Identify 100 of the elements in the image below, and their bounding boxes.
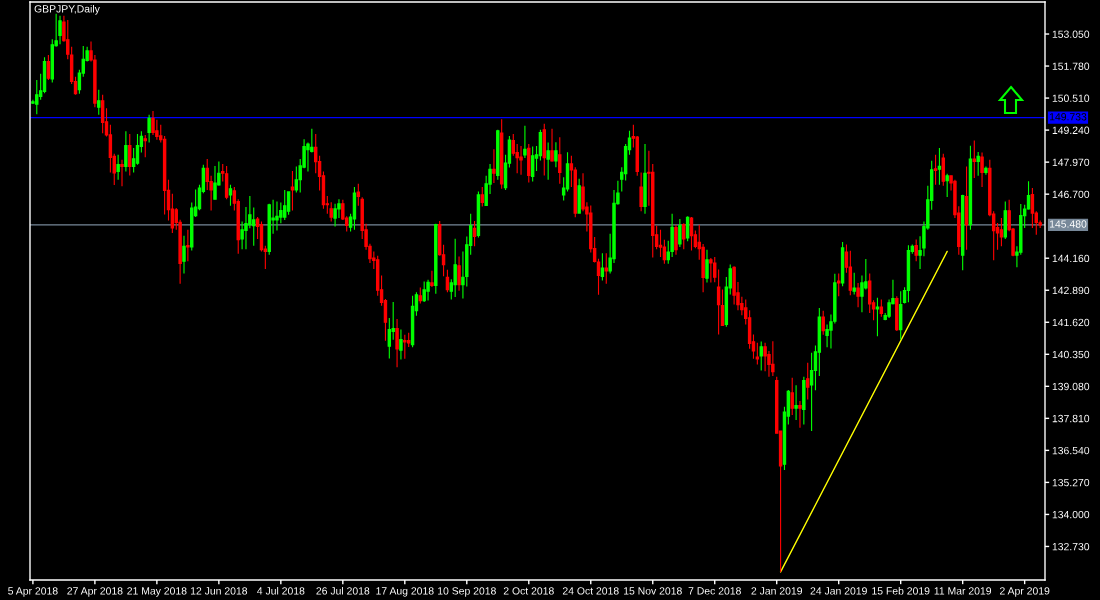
candlestick [802,376,806,425]
candlestick [147,114,151,144]
candlestick [794,384,798,421]
candlestick [821,310,825,336]
candlestick [1003,200,1008,240]
candlestick [554,141,558,168]
candlestick [182,235,186,275]
y-tick-label: 142.890 [1052,286,1090,295]
candlestick [290,170,295,212]
candlestick [120,159,124,187]
candlestick [58,15,62,45]
ref-line-label: 145.480 [1049,220,1087,228]
candlestick [550,128,554,163]
candlestick [980,151,984,188]
candlestick [705,249,709,283]
candlestick [755,342,760,365]
candlestick [805,362,810,400]
x-tick-label: 12 Jun 2018 [190,587,248,595]
candlestick [186,229,190,262]
candlestick [333,203,337,227]
candlestick [933,154,938,186]
x-tick-label: 15 Nov 2018 [624,587,682,595]
y-tick-label: 151.780 [1052,62,1090,70]
x-tick-label: 10 Sep 2018 [438,587,496,597]
x-tick-label: 26 Jul 2018 [316,586,370,595]
candlestick [976,151,980,177]
candlestick [964,165,969,251]
candlestick [759,340,763,371]
y-tick-label: 147.970 [1052,158,1090,167]
candlestick [999,217,1004,247]
candlestick [283,189,287,221]
candlestick [426,279,430,302]
candlestick [399,329,403,361]
candlestick [895,295,899,332]
candlestick [213,165,217,201]
y-tick-label: 136.540 [1052,446,1090,455]
candlestick [128,133,132,177]
candlestick [542,123,546,177]
candlestick [97,89,101,116]
candlestick [418,286,423,305]
candlestick [875,297,880,337]
x-tick-label: 21 May 2018 [127,587,187,597]
candlestick [434,223,438,295]
candlestick [879,299,884,318]
candlestick [972,139,977,179]
candlestick [852,272,856,296]
candlestick [682,222,686,250]
candlestick [124,130,128,173]
candlestick [898,290,903,340]
candlestick [472,220,477,247]
y-tick-label: 137.810 [1052,414,1090,423]
x-tick-label: 11 Mar 2019 [934,587,992,595]
y-tick-label: 153.050 [1052,30,1090,38]
y-tick-label: 139.080 [1052,382,1090,391]
candlestick [577,178,581,215]
candlestick [523,125,527,159]
candlestick [771,340,775,377]
ref-line-label: 149.733 [1049,113,1087,121]
y-tick-label: 134.000 [1052,510,1090,519]
candlestick [422,280,426,303]
candlestick [143,134,147,158]
x-tick-label: 5 Apr 2018 [8,587,58,597]
candlestick [604,252,608,285]
candlestick [709,257,713,283]
candlestick [275,200,279,232]
y-tick-label: 140.350 [1052,350,1090,359]
x-tick-label: 2 Apr 2019 [999,587,1050,597]
y-tick-label: 146.700 [1052,190,1090,199]
x-tick-label: 4 Jul 2018 [257,586,305,595]
y-tick-label: 132.730 [1052,542,1090,551]
candlestick [457,255,461,292]
candlestick [790,377,794,416]
candlestick [937,147,942,186]
candlestick [945,173,949,198]
y-tick-label: 141.620 [1052,318,1090,327]
y-tick-label: 149.240 [1052,126,1090,134]
candlestick [836,273,841,297]
y-tick-label: 144.160 [1052,254,1090,263]
candlestick [116,154,120,181]
candlestick [228,184,233,207]
candlestick [678,218,682,248]
x-tick-label: 2 Jan 2019 [751,587,803,595]
candlestick [492,148,496,184]
candlestick [600,252,605,281]
candlestick [430,270,434,288]
candlestick [519,145,523,176]
x-tick-label: 17 Aug 2018 [376,587,434,597]
candlestick [674,224,678,256]
x-tick-label: 2 Oct 2018 [503,587,554,595]
candlestick [403,334,407,360]
candlestick [558,136,562,185]
candlestick [941,153,946,187]
candlestick [480,186,485,208]
candlestick [984,165,988,176]
candlestick [151,110,155,136]
candlestick [639,171,643,212]
candlestick [395,318,399,368]
x-tick-label: 15 Feb 2019 [872,586,930,595]
x-tick-label: 24 Jan 2019 [810,587,867,595]
candlestick [496,129,500,181]
